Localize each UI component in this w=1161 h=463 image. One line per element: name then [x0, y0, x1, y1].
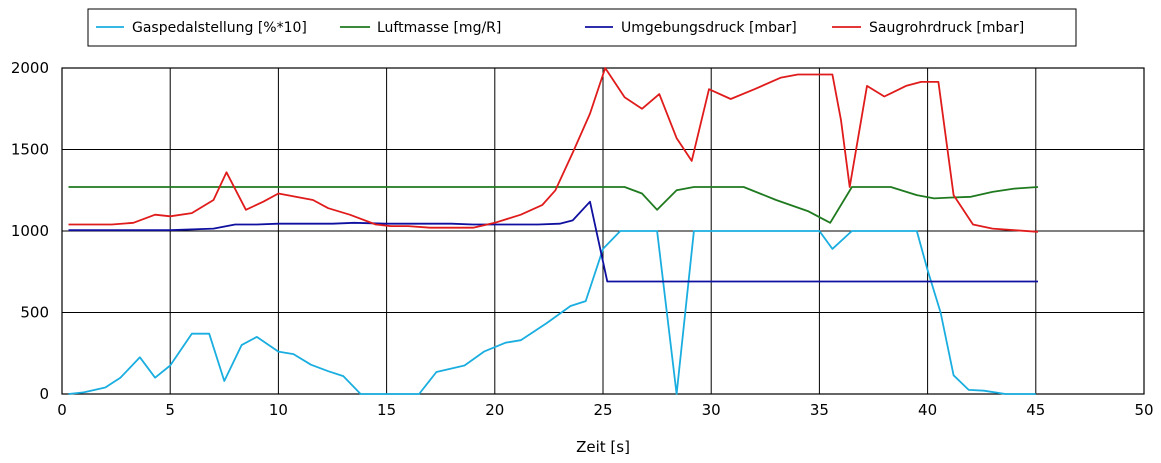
plot-area-frame [61, 67, 1145, 395]
series-line-3 [68, 200, 1038, 283]
y-tick-label: 0 [39, 385, 49, 403]
legend: Gaspedalstellung [%*10] Luftmasse [mg/R] U… [87, 8, 1077, 47]
x-tick-label: 10 [269, 401, 288, 419]
x-tick-label: 40 [918, 401, 937, 419]
x-tick-label: 50 [1134, 401, 1153, 419]
legend-label-2: Luftmasse [mg/R] [377, 20, 501, 36]
x-tick-label: 45 [1026, 401, 1045, 419]
x-tick-label: 20 [485, 401, 504, 419]
y-tick-label: 1000 [11, 222, 49, 240]
x-tick-label: 30 [702, 401, 721, 419]
legend-label-1: Gaspedalstellung [%*10] [132, 20, 307, 36]
y-tick-label: 2000 [11, 59, 49, 77]
x-tick-label: 0 [57, 401, 67, 419]
series-line-4 [68, 67, 1039, 233]
x-tick-labels: 0 5 10 15 20 25 30 35 40 45 50 [57, 401, 1153, 419]
legend-frame [87, 8, 1077, 47]
series-line-1 [68, 230, 1036, 395]
x-tick-label: 35 [810, 401, 829, 419]
y-tick-label: 1500 [11, 141, 49, 159]
x-tick-label: 15 [377, 401, 396, 419]
series-layer [68, 67, 1039, 395]
legend-label-3: Umgebungsdruck [mbar] [621, 20, 797, 36]
y-tick-labels: 0 500 1000 1500 2000 [11, 59, 49, 403]
series-line-2 [68, 186, 1039, 224]
y-tick-label: 500 [20, 304, 49, 322]
x-axis-label: Zeit [s] [576, 438, 630, 456]
x-tick-label: 25 [593, 401, 612, 419]
legend-label-4: Saugrohrdruck [mbar] [869, 20, 1024, 36]
x-tick-label: 5 [165, 401, 175, 419]
